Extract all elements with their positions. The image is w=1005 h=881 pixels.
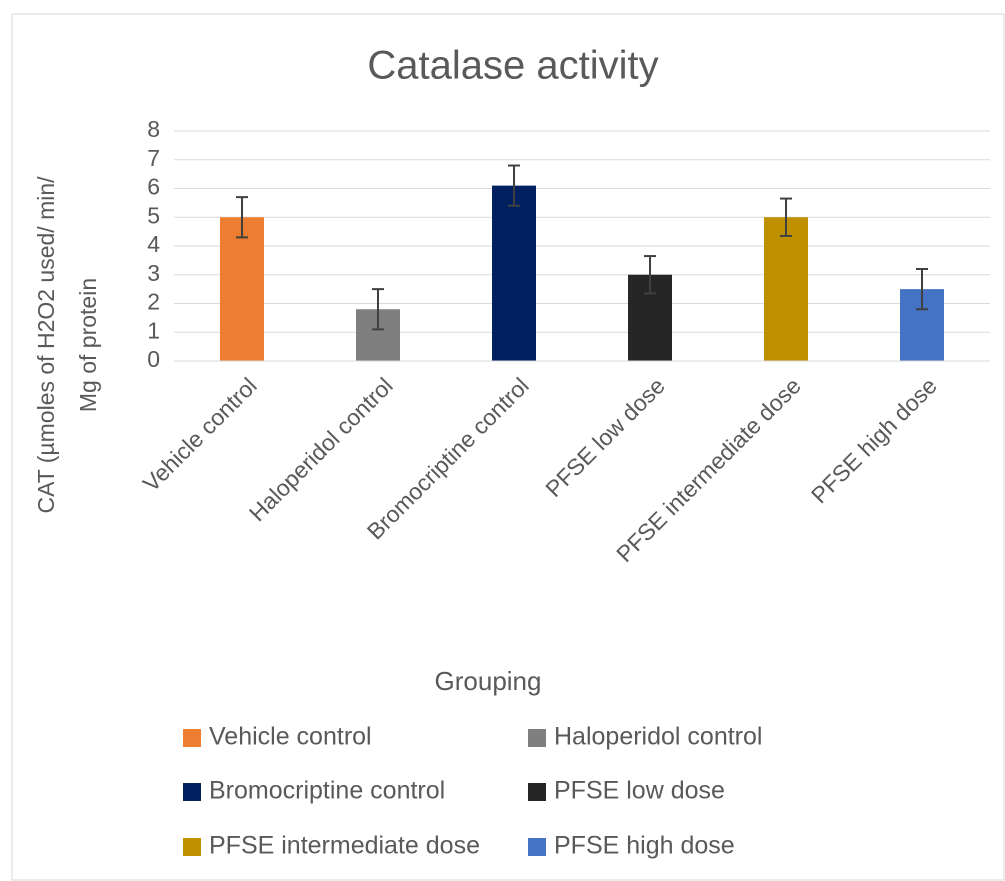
- error-bar: [916, 268, 928, 311]
- y-axis-label-line: CAT (µmoles of H2O2 used/ min/: [33, 176, 59, 514]
- y-tick-label: 6: [147, 174, 160, 200]
- legend-label: Bromocriptine control: [209, 777, 445, 805]
- legend-swatch: [528, 729, 546, 747]
- legend-label: Vehicle control: [209, 723, 372, 751]
- chart-title: Catalase activity: [367, 44, 658, 88]
- legend-swatch: [528, 838, 546, 856]
- y-tick-label: 4: [147, 231, 160, 257]
- y-axis-label-line: Mg of protein: [75, 278, 101, 412]
- x-axis-label: Grouping: [435, 666, 542, 696]
- legend-swatch: [183, 729, 201, 747]
- y-tick-label: 5: [147, 202, 160, 228]
- chart-border: [11, 13, 1005, 881]
- error-bar: [644, 255, 656, 295]
- legend-label: PFSE intermediate dose: [209, 832, 480, 860]
- bar: [220, 217, 264, 361]
- legend-swatch: [183, 838, 201, 856]
- bar: [492, 185, 536, 361]
- legend-label: PFSE high dose: [554, 832, 735, 860]
- y-tick-label: 2: [147, 289, 160, 315]
- error-bar: [236, 196, 248, 239]
- error-bar: [780, 197, 792, 237]
- error-bar: [372, 288, 384, 331]
- y-tick-label: 1: [147, 317, 160, 343]
- legend-label: Haloperidol control: [554, 723, 762, 751]
- legend-swatch: [528, 783, 546, 801]
- y-tick-label: 0: [147, 346, 160, 372]
- legend-label: PFSE low dose: [554, 777, 725, 805]
- error-bar: [508, 164, 520, 207]
- y-tick-label: 3: [147, 260, 160, 286]
- bar: [764, 217, 808, 361]
- y-axis-label: CAT (µmoles of H2O2 used/ min/ Mg of pro…: [33, 176, 101, 514]
- y-tick-label: 7: [147, 145, 160, 171]
- legend-swatch: [183, 783, 201, 801]
- y-tick-label: 8: [147, 116, 160, 142]
